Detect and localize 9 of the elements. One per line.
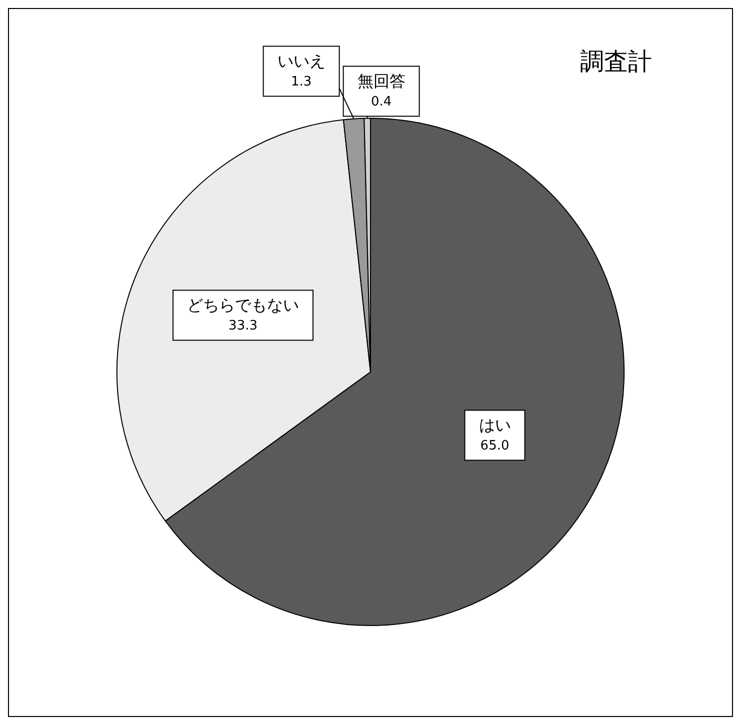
- data-label: 33.3: [228, 318, 258, 334]
- slice-label: はい: [478, 415, 511, 434]
- slice-label: 無回答: [357, 71, 406, 90]
- data-label: 0.4: [370, 94, 392, 110]
- data-label: 1.3: [290, 74, 312, 90]
- slice-label: いいえ: [277, 51, 326, 70]
- slice-label: どちらでもない: [187, 295, 300, 314]
- data-label: 65.0: [480, 438, 510, 454]
- chart-title: 調査計: [580, 48, 652, 76]
